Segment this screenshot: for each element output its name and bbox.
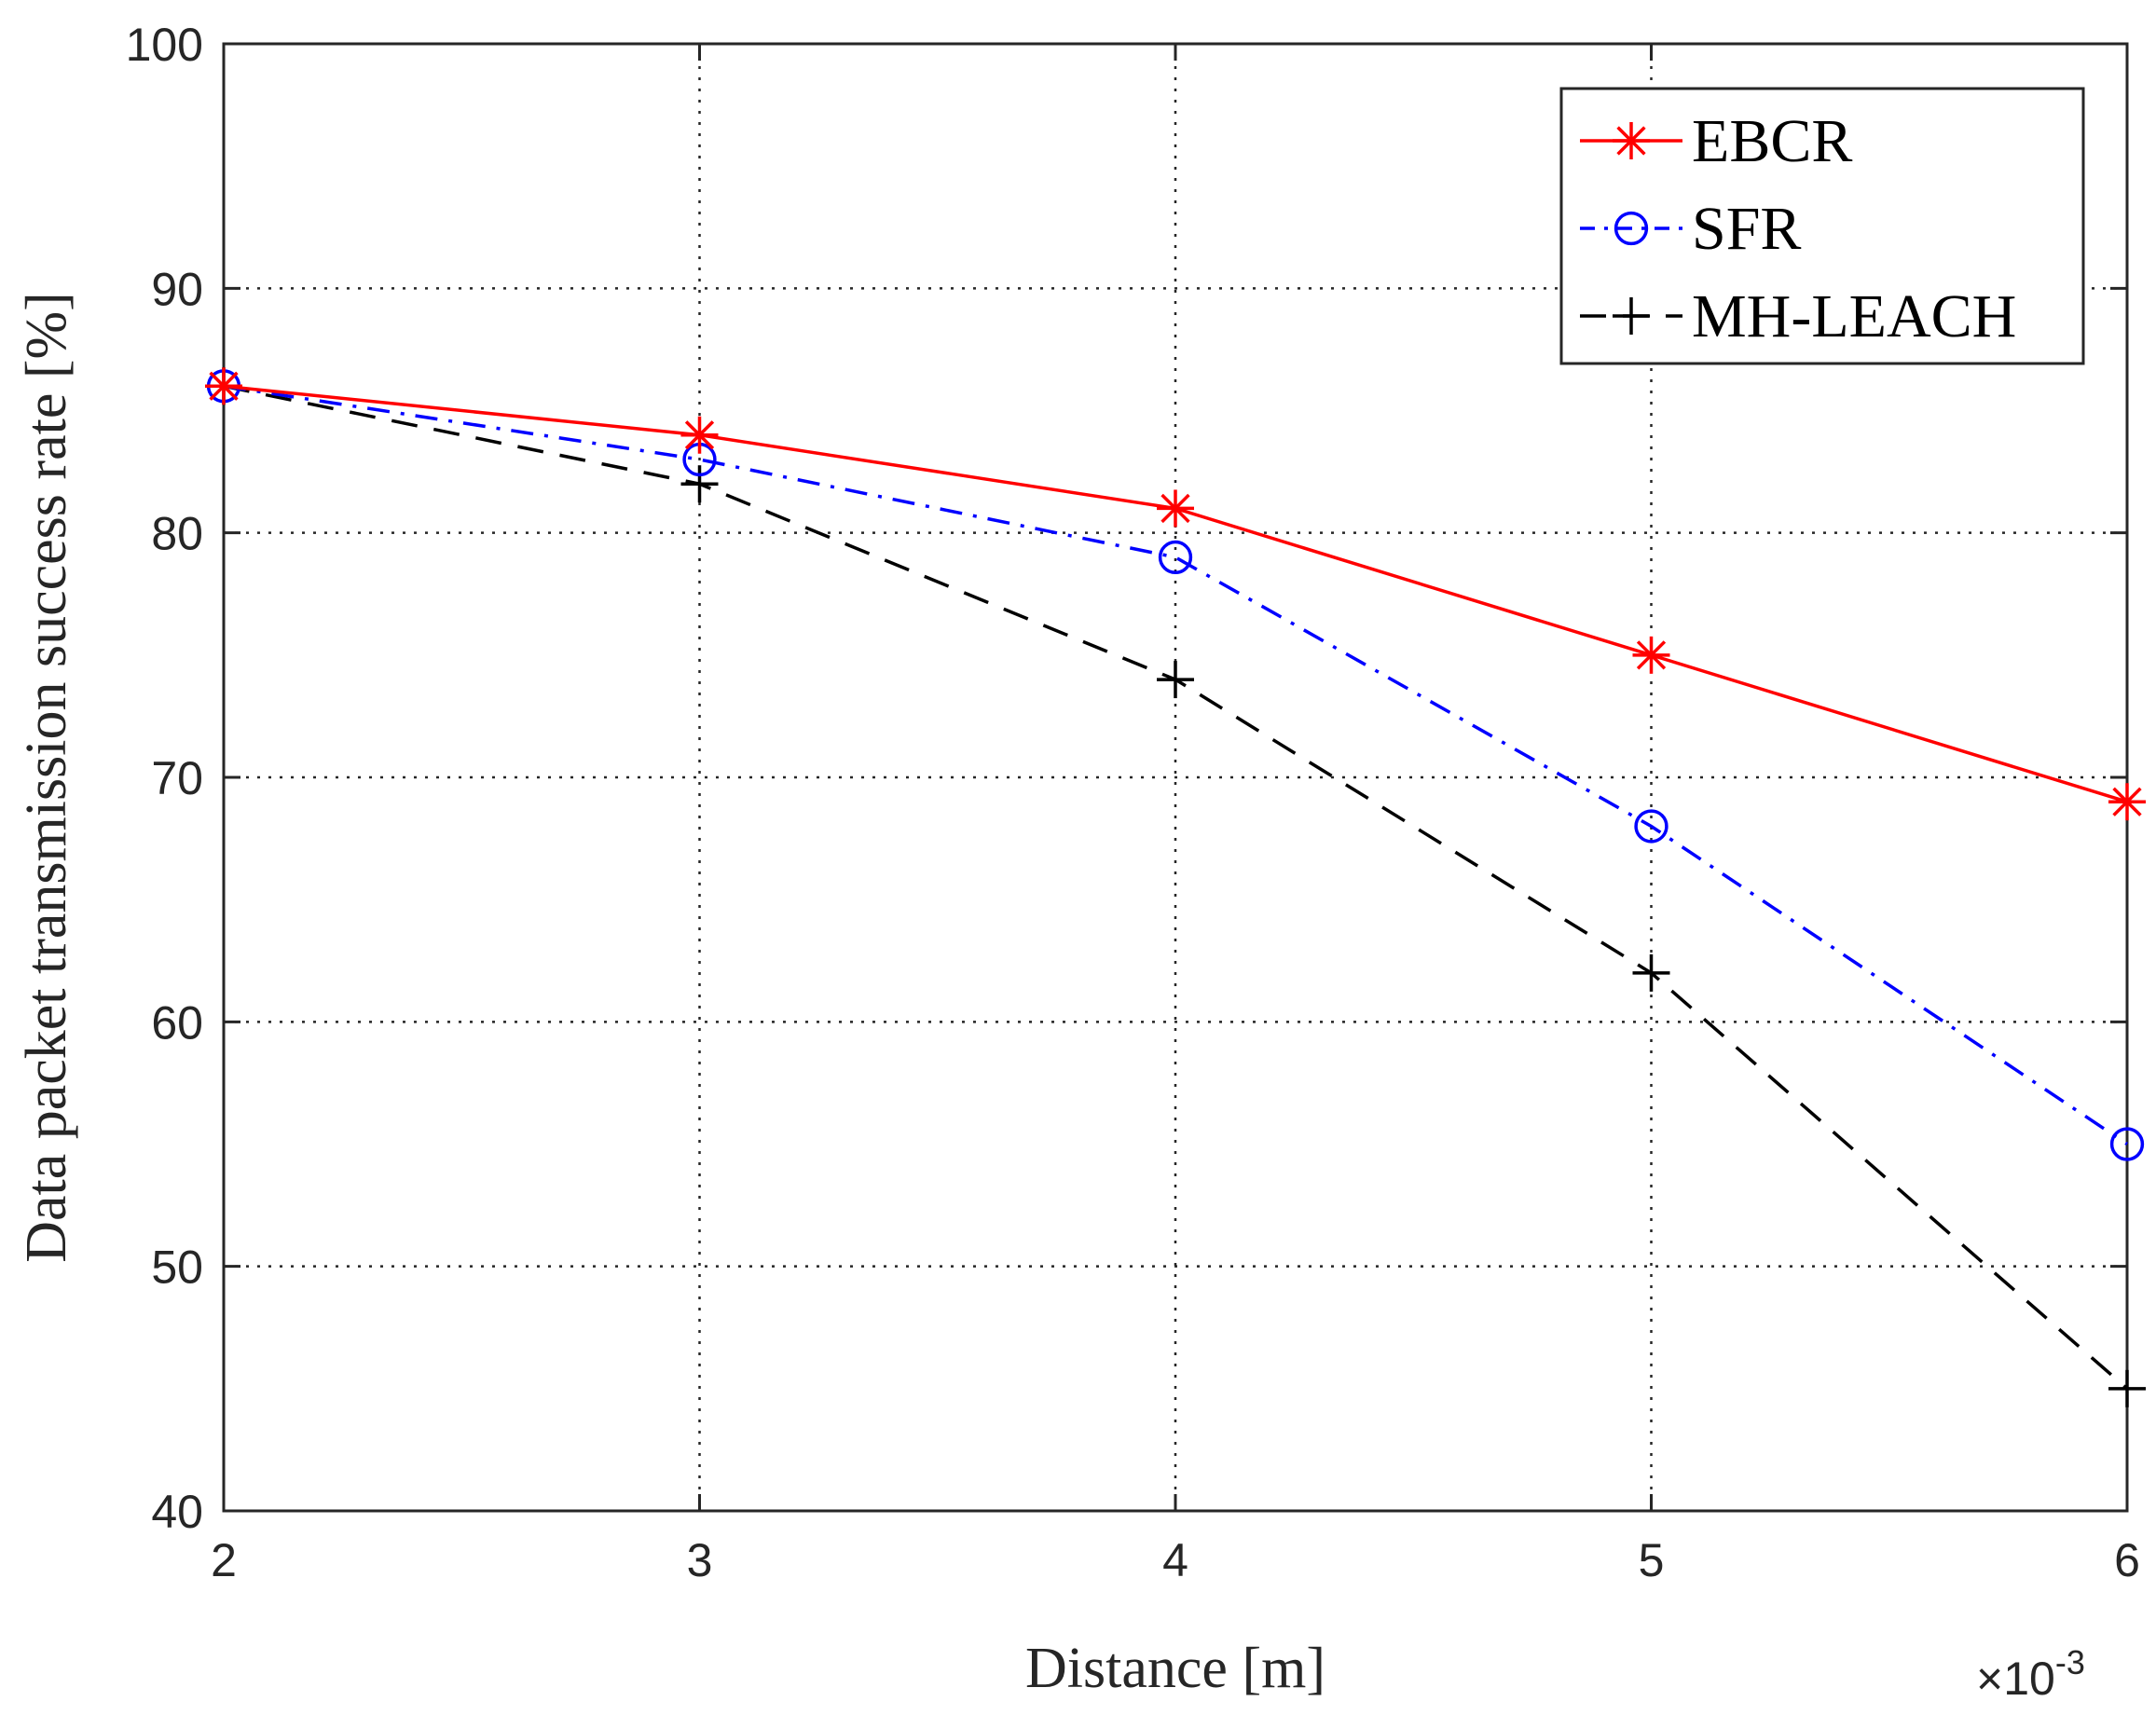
grid-lines [224,44,2127,1511]
y-tick-label: 50 [151,1242,203,1294]
y-tick-label: 70 [151,752,203,804]
data-point [2108,783,2146,821]
x-tick-label: 4 [1162,1534,1188,1586]
legend: EBCR SFR MH-LEACH [1559,87,2085,365]
series-line [223,384,2128,1146]
x-tick-label: 2 [211,1534,237,1586]
exponent-power: -3 [2055,1643,2085,1681]
x-tick-label: 5 [1639,1534,1665,1586]
y-tick-label: 100 [126,19,203,71]
data-point [680,416,719,454]
legend-marker [1614,211,1649,246]
data-point [2108,1369,2146,1407]
data-point [1157,489,1194,528]
legend-marker [1613,122,1650,159]
y-tick-label: 60 [151,996,203,1049]
legend-label: MH-LEACH [1692,282,2016,350]
y-axis-title: Data packet transmission success rate [%… [15,292,78,1263]
x-tick-label: 6 [2114,1534,2140,1586]
data-point [1157,661,1194,699]
legend-item: SFR [1580,195,1801,263]
data-point [1632,954,1670,992]
y-tick-label: 40 [151,1486,203,1538]
x-axis-exponent: ×10-3 [1976,1643,2085,1705]
y-tick-label: 90 [151,263,203,315]
legend-marker [1613,297,1650,335]
data-point [680,465,719,503]
series-ebcr [205,367,2146,821]
x-axis-title: Distance [m] [1025,1637,1325,1700]
legend-box [1559,87,2085,365]
data-point [1632,636,1670,674]
legend-label: EBCR [1692,107,1852,175]
x-tick-label: 3 [687,1534,713,1586]
data-point [2109,1127,2145,1161]
legend-item: EBCR [1580,107,1852,175]
series-layer [205,367,2146,1407]
legend-item: MH-LEACH [1580,282,2016,350]
legend-label: SFR [1692,195,1801,263]
y-tick-label: 80 [151,508,203,560]
data-point [1634,809,1668,844]
data-point [1158,540,1193,575]
axis-ticks: 2 3 4 5 6 40 50 60 70 80 90 100 [126,19,2140,1586]
exponent-base: ×10 [1976,1653,2055,1705]
data-point [205,367,242,405]
